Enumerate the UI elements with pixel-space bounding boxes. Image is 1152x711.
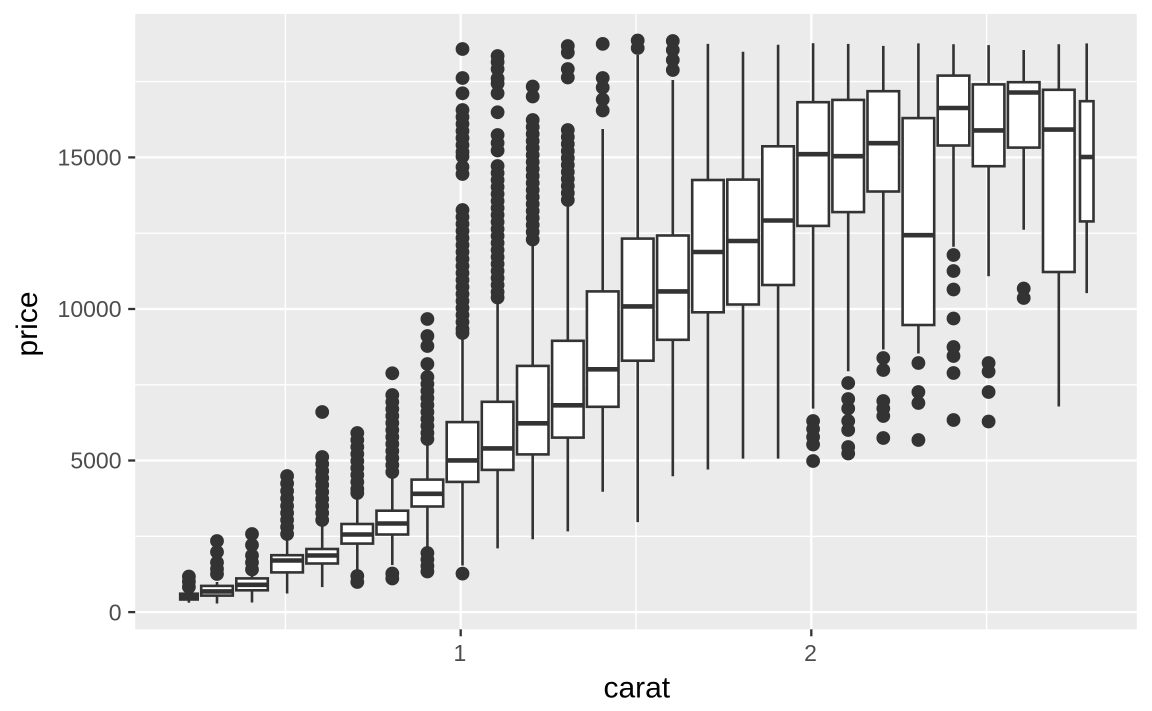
svg-text:0: 0	[109, 599, 122, 625]
svg-text:1: 1	[454, 640, 467, 666]
svg-text:price: price	[11, 291, 44, 356]
svg-text:carat: carat	[603, 672, 670, 705]
svg-text:5000: 5000	[70, 448, 121, 474]
svg-text:15000: 15000	[58, 145, 122, 171]
svg-text:2: 2	[804, 640, 817, 666]
svg-text:10000: 10000	[58, 296, 122, 322]
